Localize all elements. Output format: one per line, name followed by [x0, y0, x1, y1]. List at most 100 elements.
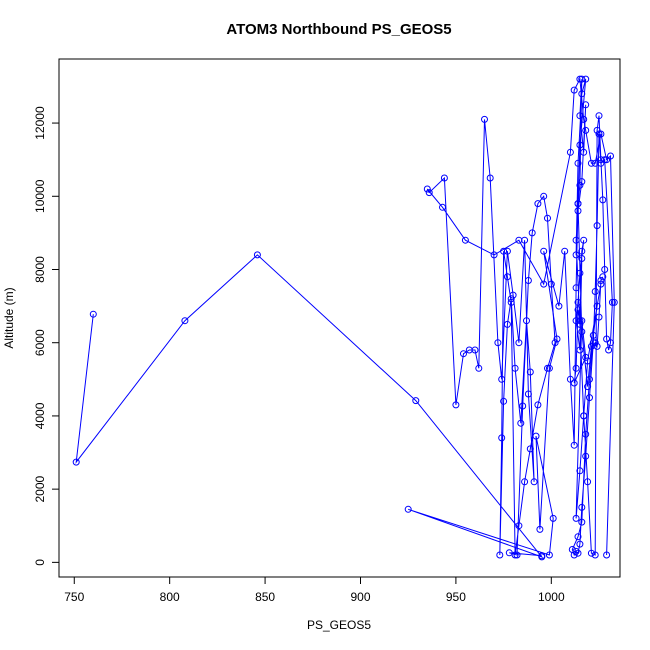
data-point [511, 364, 519, 372]
data-point [587, 159, 595, 167]
data-point [503, 247, 511, 255]
data-point [603, 335, 611, 343]
data-point [576, 540, 584, 548]
data-point [521, 478, 529, 486]
data-point [545, 551, 553, 559]
data-point [572, 514, 580, 522]
data-point [574, 306, 582, 314]
data-point [574, 298, 582, 306]
series-layer [72, 75, 618, 561]
data-point [517, 419, 525, 427]
data-point [574, 207, 582, 215]
data-point [544, 364, 551, 372]
x-tick-label: 750 [64, 590, 84, 604]
x-axis: 750 800 850 900 950 1000 [64, 576, 565, 604]
data-point [597, 130, 605, 138]
data-point [423, 185, 431, 193]
data-point [519, 402, 527, 410]
data-point [475, 364, 483, 372]
y-tick-label: 6000 [33, 329, 47, 356]
y-tick-label: 2000 [33, 475, 47, 502]
data-point [534, 401, 542, 409]
data-point [572, 236, 580, 244]
data-point [566, 148, 574, 156]
data-point [498, 434, 506, 442]
data-point [578, 247, 586, 255]
data-point [515, 339, 523, 347]
data-point [582, 126, 590, 134]
data-point [576, 346, 584, 354]
x-tick-label: 850 [255, 590, 275, 604]
data-point [440, 174, 448, 182]
y-tick-label: 4000 [33, 402, 47, 429]
data-point [580, 236, 588, 244]
x-tick-label: 800 [160, 590, 180, 604]
data-point [595, 130, 603, 138]
data-point [530, 478, 538, 486]
data-point [89, 310, 97, 318]
data-point [595, 112, 603, 120]
data-point [534, 200, 542, 208]
data-point [572, 547, 580, 555]
data-point [599, 273, 607, 281]
data-point [576, 317, 584, 325]
data-point [580, 412, 588, 420]
data-point [576, 467, 584, 475]
chart-title: ATOM3 Northbound PS_GEOS5 [226, 21, 451, 38]
data-point [597, 277, 605, 284]
data-point [551, 339, 559, 347]
y-tick-label: 8000 [33, 256, 47, 283]
data-point [496, 551, 504, 559]
data-point [589, 331, 597, 339]
data-point [570, 379, 578, 387]
data-point [500, 247, 508, 255]
y-tick-label: 12000 [33, 106, 47, 140]
data-point [572, 364, 580, 372]
data-point [580, 115, 588, 123]
data-point [545, 364, 553, 372]
y-axis-label: Altitude (m) [2, 287, 16, 348]
data-point [601, 266, 609, 273]
data-point [538, 552, 546, 560]
data-point [568, 546, 576, 553]
data-point [578, 75, 586, 83]
data-point [494, 339, 502, 347]
data-point [555, 302, 563, 310]
data-point [465, 346, 473, 354]
data-point [578, 503, 586, 511]
data-point [540, 280, 548, 288]
x-tick-label: 1000 [538, 590, 565, 604]
data-point [72, 458, 80, 466]
data-point [572, 251, 580, 259]
x-tick-label: 950 [446, 590, 466, 604]
data-point [253, 251, 261, 259]
y-tick-label: 10000 [33, 179, 47, 213]
data-point [528, 229, 536, 237]
data-point [582, 452, 590, 460]
data-point [574, 159, 582, 167]
series-line [75, 78, 613, 558]
data-point [505, 549, 513, 557]
data-point [566, 375, 574, 383]
data-point [460, 350, 467, 358]
data-point [412, 397, 420, 405]
data-point [605, 346, 613, 354]
data-point [540, 192, 548, 200]
data-point [439, 203, 446, 211]
data-point [610, 298, 618, 306]
data-point [593, 222, 601, 230]
data-point [595, 313, 603, 321]
data-point [589, 339, 597, 347]
data-point [582, 353, 590, 361]
x-axis-label: PS_GEOS5 [307, 618, 371, 632]
data-point [461, 236, 469, 244]
data-point [536, 525, 544, 533]
data-point [515, 522, 523, 530]
data-point [549, 514, 557, 522]
y-axis: 0 2000 4000 6000 8000 10000 12000 [33, 106, 60, 566]
data-point [574, 200, 582, 208]
data-point [584, 357, 592, 365]
data-point [524, 277, 532, 284]
data-point [498, 375, 506, 383]
